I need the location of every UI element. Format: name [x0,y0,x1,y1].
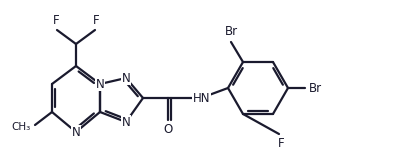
Text: F: F [53,14,59,27]
Text: N: N [122,72,130,84]
Text: O: O [163,123,173,136]
Text: N: N [96,77,105,91]
Text: Br: Br [309,81,322,95]
Text: HN: HN [193,92,211,104]
Text: CH₃: CH₃ [12,122,31,132]
Text: F: F [93,14,99,27]
Text: F: F [278,137,284,150]
Text: N: N [72,125,80,139]
Text: Br: Br [224,25,237,38]
Text: N: N [122,116,130,128]
